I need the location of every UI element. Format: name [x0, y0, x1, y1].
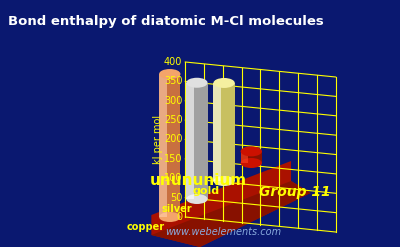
Text: 50: 50 — [170, 193, 182, 203]
Bar — [214, 83, 235, 181]
Text: 300: 300 — [164, 96, 182, 106]
Bar — [240, 151, 262, 163]
Text: gold: gold — [192, 186, 219, 196]
Polygon shape — [151, 161, 310, 247]
Text: 250: 250 — [164, 115, 182, 125]
Text: unununium: unununium — [149, 173, 246, 188]
Text: 150: 150 — [164, 154, 182, 164]
Ellipse shape — [186, 78, 208, 88]
Bar — [214, 83, 221, 181]
Text: 400: 400 — [164, 57, 182, 67]
Ellipse shape — [186, 194, 208, 204]
Ellipse shape — [159, 69, 180, 79]
Text: Group 11: Group 11 — [259, 185, 331, 199]
Text: 350: 350 — [164, 76, 182, 86]
Text: copper: copper — [127, 222, 165, 232]
Text: www.webelements.com: www.webelements.com — [165, 227, 281, 237]
Text: 200: 200 — [164, 135, 182, 144]
Bar — [159, 74, 180, 217]
Text: silver: silver — [162, 204, 192, 214]
Text: kJ per mol: kJ per mol — [153, 115, 163, 164]
Bar — [186, 83, 194, 199]
Ellipse shape — [240, 146, 262, 156]
Text: 0: 0 — [176, 212, 182, 222]
Text: Bond enthalpy of diatomic M-Cl molecules: Bond enthalpy of diatomic M-Cl molecules — [8, 15, 324, 28]
Text: 100: 100 — [164, 173, 182, 183]
Ellipse shape — [214, 78, 235, 88]
Ellipse shape — [214, 176, 235, 186]
Ellipse shape — [159, 212, 180, 222]
Bar — [240, 151, 248, 163]
Polygon shape — [151, 181, 310, 247]
Bar — [159, 74, 166, 217]
Bar — [186, 83, 208, 199]
Ellipse shape — [240, 158, 262, 168]
